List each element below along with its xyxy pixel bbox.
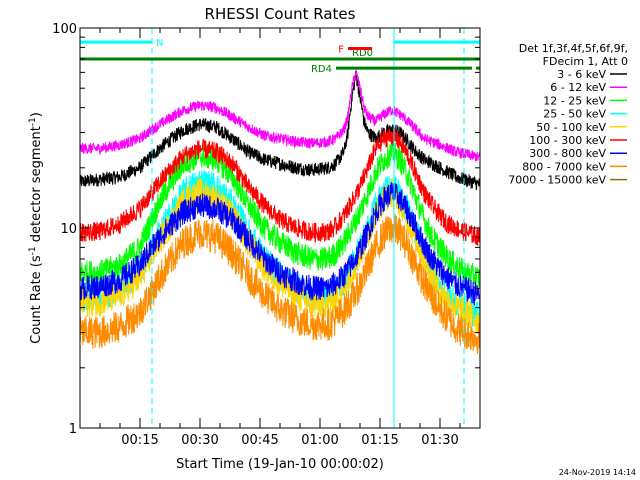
series-line-2 xyxy=(79,139,481,290)
legend-label-4: 50 - 100 keV xyxy=(536,121,606,134)
flag-label-0: N xyxy=(156,38,163,49)
x-tick-label-0: 00:15 xyxy=(121,433,158,448)
chart-title: RHESSI Count Rates xyxy=(205,5,356,23)
flag-label-2: RD0 xyxy=(352,48,373,59)
x-tick-label-5: 01:30 xyxy=(421,433,458,448)
y-axis-label-end: ) xyxy=(29,112,44,117)
y-axis-label-sup2: -1 xyxy=(28,117,38,126)
annotation-layer: N RD0 RD4 F xyxy=(80,28,480,428)
series-line-1 xyxy=(79,69,481,162)
legend-header-line2: FDecim 1, Att 0 xyxy=(543,55,628,68)
series-layer xyxy=(79,69,481,354)
axis-layer: 00:15 00:30 00:45 01:00 01:15 01:30 1 10 100 xyxy=(52,22,480,448)
series-line-5 xyxy=(79,127,481,246)
y-tick-label-1: 10 xyxy=(60,222,77,237)
x-tick-label-2: 00:45 xyxy=(241,433,278,448)
flag-label-5: F xyxy=(338,44,344,55)
legend-label-6: 300 - 800 keV xyxy=(529,147,606,160)
y-axis-label-sup1: -1 xyxy=(28,246,38,255)
y-axis-label-mid: detector segment xyxy=(29,126,44,246)
y-axis-label: Count Rate (s-1 detector segment-1) xyxy=(28,112,44,344)
legend-label-2: 12 - 25 keV xyxy=(543,94,606,107)
legend-label-1: 6 - 12 keV xyxy=(550,81,606,94)
legend-label-0: 3 - 6 keV xyxy=(557,68,606,81)
x-tick-label-3: 01:00 xyxy=(301,433,338,448)
flag-label-3: RD4 xyxy=(311,64,332,75)
legend-header-line1: Det 1f,3f,4f,5f,6f,9f, xyxy=(519,42,628,55)
series-line-0 xyxy=(79,70,480,191)
legend: Det 1f,3f,4f,5f,6f,9f, FDecim 1, Att 0 3… xyxy=(508,42,628,187)
x-tick-label-4: 01:15 xyxy=(361,433,398,448)
x-tick-label-1: 00:30 xyxy=(181,433,218,448)
legend-label-7: 800 - 7000 keV xyxy=(522,160,606,173)
y-tick-label-2: 100 xyxy=(52,22,77,37)
legend-label-3: 25 - 50 keV xyxy=(543,108,606,121)
y-tick-label-0: 1 xyxy=(69,422,77,437)
x-axis-label: Start Time (19-Jan-10 00:00:02) xyxy=(176,457,384,472)
series-line-7 xyxy=(79,213,481,354)
series-line-6 xyxy=(79,182,481,306)
y-axis-label-main: Count Rate (s xyxy=(29,255,44,344)
legend-label-5: 100 - 300 keV xyxy=(529,134,606,147)
legend-label-8: 7000 - 15000 keV xyxy=(508,174,606,187)
timestamp: 24-Nov-2019 14:14 xyxy=(559,468,636,477)
